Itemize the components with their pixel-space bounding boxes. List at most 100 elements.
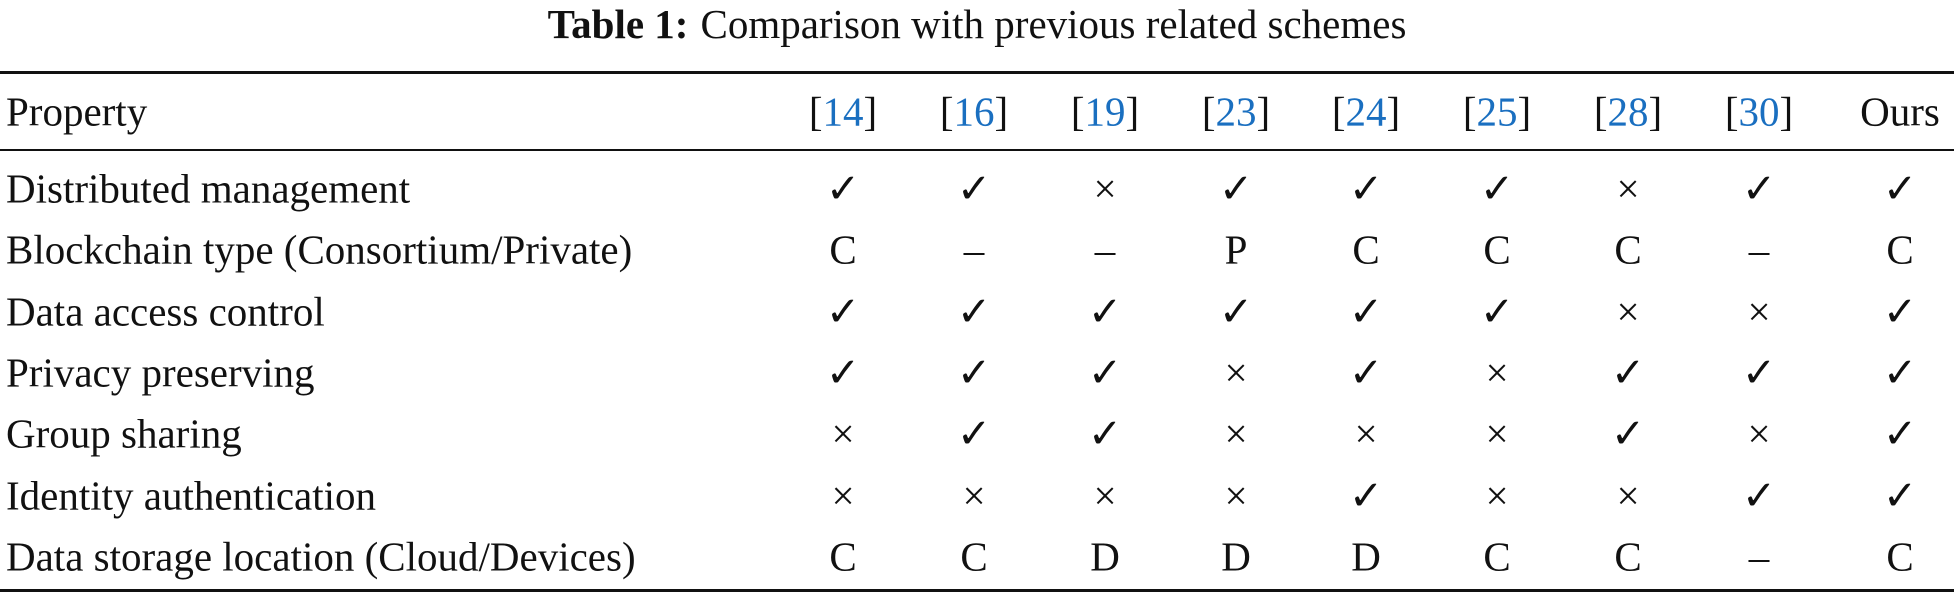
bracket: ]	[1779, 88, 1794, 135]
table-cell: C	[1886, 533, 1914, 580]
table-cell: ×	[1093, 165, 1117, 212]
citation-link: 14	[822, 88, 864, 135]
table-cell: ×	[1093, 472, 1117, 519]
row-label: Privacy preserving	[6, 349, 315, 396]
header-cell: [16]	[939, 88, 1009, 135]
table-cell: ✓	[1218, 288, 1254, 335]
table-cell: ✓	[1610, 410, 1646, 457]
table-cell: C	[1614, 533, 1642, 580]
table-cell: ×	[1224, 410, 1248, 457]
table-cell: D	[1090, 533, 1120, 580]
citation-link: 25	[1476, 88, 1518, 135]
table-cell: ✓	[956, 349, 992, 396]
header-cell: [28]	[1593, 88, 1663, 135]
table-cell: ✓	[1479, 165, 1515, 212]
table-cell: –	[963, 226, 985, 273]
table-cell: ×	[1485, 472, 1509, 519]
table-cell: C	[1886, 226, 1914, 273]
row-label: Blockchain type (Consortium/Private)	[6, 226, 633, 273]
bracket: [	[939, 88, 954, 135]
table-cell: –	[1748, 226, 1770, 273]
row-label: Distributed management	[6, 165, 411, 212]
bracket: [	[1070, 88, 1085, 135]
table-cell: C	[829, 533, 857, 580]
row-label: Data access control	[6, 288, 325, 335]
bracket: ]	[1648, 88, 1663, 135]
bracket: ]	[1386, 88, 1401, 135]
table-cell: ✓	[1610, 349, 1646, 396]
table-cell: D	[1351, 533, 1381, 580]
bracket: ]	[1256, 88, 1271, 135]
table-cell: ✓	[1741, 165, 1777, 212]
table-cell: ✓	[1348, 288, 1384, 335]
table-cell: ×	[1616, 288, 1640, 335]
table-cell: ✓	[956, 165, 992, 212]
table-cell: ✓	[1348, 349, 1384, 396]
table-cell: D	[1221, 533, 1251, 580]
bracket: [	[1462, 88, 1477, 135]
bracket: ]	[994, 88, 1009, 135]
bracket: [	[1724, 88, 1739, 135]
mid-rule	[0, 149, 1954, 151]
citation-link: 30	[1738, 88, 1780, 135]
table-cell: ✓	[1348, 472, 1384, 519]
row-label: Group sharing	[6, 410, 242, 457]
citation-link: 23	[1215, 88, 1257, 135]
table-cell: ×	[831, 410, 855, 457]
table-cell: ✓	[1882, 472, 1918, 519]
top-rule	[0, 71, 1954, 74]
table-cell: ✓	[1087, 349, 1123, 396]
table-cell: –	[1094, 226, 1116, 273]
citation-link: 19	[1084, 88, 1126, 135]
header-cell: [24]	[1331, 88, 1401, 135]
table-cell: –	[1748, 533, 1770, 580]
row-label: Data storage location (Cloud/Devices)	[6, 533, 636, 580]
table-cell: ×	[962, 472, 986, 519]
table-cell: C	[1614, 226, 1642, 273]
table-cell: ×	[1224, 472, 1248, 519]
table-cell: ✓	[825, 165, 861, 212]
table-cell: ✓	[1087, 410, 1123, 457]
bracket: [	[1593, 88, 1608, 135]
table-cell: C	[1483, 533, 1511, 580]
header-cell: [19]	[1070, 88, 1140, 135]
header-cell: [14]	[808, 88, 878, 135]
table-cell: ✓	[1479, 288, 1515, 335]
table-cell: ✓	[1882, 288, 1918, 335]
table-cell: C	[960, 533, 988, 580]
table-cell: C	[829, 226, 857, 273]
bracket: [	[808, 88, 823, 135]
bracket: [	[1331, 88, 1346, 135]
bracket: ]	[1517, 88, 1532, 135]
table-cell: ×	[1747, 288, 1771, 335]
table-cell: ✓	[825, 288, 861, 335]
bracket: ]	[1125, 88, 1140, 135]
table-cell: ✓	[1882, 165, 1918, 212]
bracket: ]	[863, 88, 878, 135]
header-cell: Ours	[1860, 88, 1940, 135]
bottom-rule	[0, 589, 1954, 592]
table-cell: ✓	[1348, 165, 1384, 212]
header-cell: [23]	[1201, 88, 1271, 135]
header-cell: Property	[6, 88, 148, 135]
table-cell: ×	[1485, 349, 1509, 396]
title-text: Comparison with previous related schemes	[700, 1, 1407, 47]
table-cell: ✓	[1882, 410, 1918, 457]
table-cell: C	[1352, 226, 1380, 273]
header-cell: [25]	[1462, 88, 1532, 135]
table-cell: ×	[1224, 349, 1248, 396]
table-cell: ✓	[1087, 288, 1123, 335]
table-cell: ×	[1485, 410, 1509, 457]
table-cell: ✓	[956, 288, 992, 335]
table-cell: ✓	[1741, 472, 1777, 519]
table-cell: ✓	[1218, 165, 1254, 212]
table-cell: C	[1483, 226, 1511, 273]
header-cell: [30]	[1724, 88, 1794, 135]
table-cell: P	[1224, 226, 1248, 273]
table-cell: ×	[831, 472, 855, 519]
bracket: [	[1201, 88, 1216, 135]
table-cell: ✓	[1741, 349, 1777, 396]
table-cell: ×	[1616, 472, 1640, 519]
table-cell: ×	[1616, 165, 1640, 212]
